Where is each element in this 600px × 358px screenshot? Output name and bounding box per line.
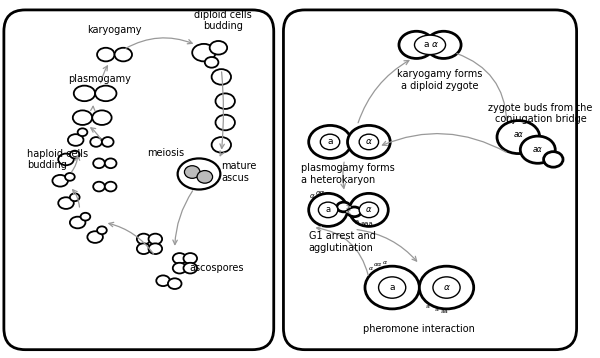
Text: a: a — [327, 137, 333, 146]
Ellipse shape — [137, 234, 151, 245]
Ellipse shape — [347, 207, 361, 217]
Ellipse shape — [544, 152, 563, 167]
Text: αα: αα — [316, 190, 325, 197]
Ellipse shape — [308, 125, 352, 159]
Text: α: α — [369, 266, 373, 271]
Ellipse shape — [68, 134, 83, 146]
Ellipse shape — [184, 263, 197, 274]
Ellipse shape — [197, 170, 212, 183]
Ellipse shape — [105, 182, 116, 192]
Text: α: α — [382, 260, 386, 265]
Ellipse shape — [359, 134, 379, 150]
Text: a: a — [389, 283, 395, 292]
Ellipse shape — [93, 159, 105, 168]
Text: a: a — [425, 304, 429, 309]
Ellipse shape — [156, 275, 170, 286]
Ellipse shape — [88, 231, 103, 243]
Ellipse shape — [215, 115, 235, 130]
Text: karyogamy forms
a diploid zygote: karyogamy forms a diploid zygote — [397, 69, 482, 91]
Ellipse shape — [105, 159, 116, 168]
Ellipse shape — [426, 31, 461, 58]
Ellipse shape — [73, 110, 92, 125]
Text: G1 arrest and
agglutination: G1 arrest and agglutination — [308, 231, 376, 253]
Ellipse shape — [173, 263, 187, 274]
Ellipse shape — [70, 193, 80, 201]
Ellipse shape — [379, 277, 406, 298]
Ellipse shape — [149, 234, 162, 245]
Ellipse shape — [184, 253, 197, 264]
Ellipse shape — [399, 31, 434, 58]
Ellipse shape — [320, 134, 340, 150]
Ellipse shape — [70, 151, 80, 159]
Ellipse shape — [184, 166, 200, 178]
Ellipse shape — [319, 202, 338, 218]
Text: meiosis: meiosis — [148, 149, 184, 159]
Ellipse shape — [93, 182, 105, 192]
Text: α: α — [310, 193, 315, 199]
Ellipse shape — [215, 93, 235, 109]
Ellipse shape — [77, 128, 88, 136]
FancyBboxPatch shape — [4, 10, 274, 350]
Ellipse shape — [115, 48, 132, 61]
Text: a: a — [435, 308, 439, 313]
Ellipse shape — [149, 243, 162, 254]
Text: karyogamy: karyogamy — [87, 25, 142, 35]
Text: zygote buds from the
conjugation bridge: zygote buds from the conjugation bridge — [488, 103, 593, 125]
Ellipse shape — [212, 137, 231, 153]
Ellipse shape — [52, 175, 68, 187]
Text: plasmogamy: plasmogamy — [68, 74, 131, 84]
Text: a: a — [326, 205, 331, 214]
Ellipse shape — [58, 154, 74, 165]
Text: plasmogamy forms
a heterokaryon: plasmogamy forms a heterokaryon — [301, 163, 395, 185]
Ellipse shape — [212, 69, 231, 84]
FancyBboxPatch shape — [283, 10, 577, 350]
Ellipse shape — [92, 110, 112, 125]
Text: aα: aα — [514, 130, 523, 139]
Ellipse shape — [70, 217, 85, 228]
Ellipse shape — [497, 121, 540, 154]
Ellipse shape — [97, 48, 115, 61]
Ellipse shape — [178, 159, 220, 189]
Ellipse shape — [95, 86, 116, 101]
Ellipse shape — [168, 278, 182, 289]
Text: haploid cells
budding: haploid cells budding — [27, 149, 88, 170]
Text: αα: αα — [373, 262, 382, 267]
Text: α: α — [366, 137, 372, 146]
Ellipse shape — [419, 266, 474, 309]
Ellipse shape — [58, 197, 74, 209]
Ellipse shape — [173, 253, 187, 264]
Text: a: a — [355, 218, 359, 224]
Ellipse shape — [308, 193, 347, 226]
Text: aaa: aaa — [361, 222, 373, 227]
Text: aα: aα — [533, 145, 542, 154]
Text: a: a — [424, 40, 429, 49]
Text: α: α — [432, 40, 438, 49]
Ellipse shape — [137, 243, 151, 254]
Ellipse shape — [74, 86, 95, 101]
Text: α: α — [443, 283, 449, 292]
Ellipse shape — [365, 266, 419, 309]
Ellipse shape — [205, 57, 218, 68]
Ellipse shape — [520, 136, 555, 163]
Ellipse shape — [97, 226, 107, 234]
Text: pheromone interaction: pheromone interaction — [364, 324, 475, 334]
Ellipse shape — [337, 202, 350, 212]
Ellipse shape — [359, 202, 379, 218]
Ellipse shape — [90, 137, 102, 147]
Text: α: α — [366, 205, 371, 214]
Ellipse shape — [349, 193, 388, 226]
Ellipse shape — [102, 137, 113, 147]
Ellipse shape — [209, 41, 227, 54]
Ellipse shape — [415, 35, 446, 54]
Ellipse shape — [347, 125, 390, 159]
Ellipse shape — [433, 277, 460, 298]
Ellipse shape — [65, 173, 75, 181]
Text: diploid cells
budding: diploid cells budding — [194, 10, 252, 31]
Ellipse shape — [80, 213, 90, 221]
Text: aa: aa — [441, 309, 448, 314]
Ellipse shape — [192, 44, 215, 61]
Text: ascospores: ascospores — [189, 263, 244, 273]
Text: mature
ascus: mature ascus — [221, 161, 257, 183]
